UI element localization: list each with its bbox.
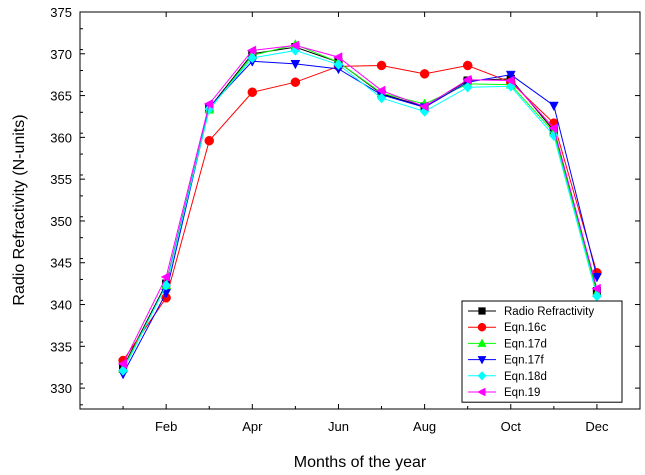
y-tick-label: 355 bbox=[50, 172, 72, 187]
data-point bbox=[333, 59, 344, 70]
data-point bbox=[548, 123, 558, 134]
data-point bbox=[376, 60, 387, 71]
x-axis-title: Months of the year bbox=[294, 454, 427, 471]
data-point bbox=[332, 52, 343, 63]
data-point bbox=[290, 77, 301, 87]
data-point bbox=[419, 69, 430, 79]
data-point bbox=[548, 101, 559, 112]
series-eqn-19 bbox=[117, 40, 601, 369]
y-tick-label: 375 bbox=[50, 5, 72, 20]
x-tick-label: Apr bbox=[242, 419, 263, 434]
data-point bbox=[290, 59, 301, 70]
legend-label: Eqn.17d bbox=[504, 338, 547, 350]
data-point bbox=[505, 75, 515, 86]
data-point bbox=[376, 92, 387, 104]
y-tick-label: 365 bbox=[50, 89, 72, 104]
x-tick-label: Dec bbox=[585, 419, 609, 434]
data-point bbox=[247, 87, 258, 97]
axis-ticks: 330 335 340 345 350 355 360 365 370 375 Feb Apr Jun A… bbox=[50, 5, 640, 434]
legend-item: Eqn.16c bbox=[468, 322, 546, 334]
y-tick-label: 370 bbox=[50, 47, 72, 62]
data-point bbox=[477, 322, 487, 332]
data-point bbox=[160, 272, 171, 282]
y-axis-title: Radio Refractivity (N-units) bbox=[11, 114, 28, 305]
data-point bbox=[462, 60, 473, 71]
data-point bbox=[478, 307, 486, 315]
legend-item: Radio Refractivity bbox=[468, 306, 594, 318]
data-point bbox=[246, 45, 257, 56]
legend-item: Eqn.17d bbox=[468, 338, 547, 350]
data-point bbox=[505, 70, 516, 81]
data-point bbox=[477, 356, 487, 365]
series-line bbox=[122, 44, 598, 365]
data-point bbox=[204, 135, 214, 146]
data-point bbox=[591, 283, 601, 294]
data-point bbox=[247, 52, 258, 64]
data-point bbox=[592, 273, 602, 283]
data-point bbox=[289, 40, 300, 51]
y-tick-label: 360 bbox=[50, 130, 72, 145]
series-line bbox=[122, 49, 598, 371]
legend-label: Eqn.17f bbox=[504, 355, 544, 367]
y-tick-label: 340 bbox=[50, 298, 72, 313]
data-point bbox=[462, 74, 472, 85]
legend-item: Eqn.17f bbox=[468, 355, 544, 367]
x-tick-label: Jun bbox=[328, 419, 349, 434]
legend-label: Radio Refractivity bbox=[504, 306, 594, 318]
series-layer bbox=[117, 39, 602, 380]
data-point bbox=[419, 101, 429, 112]
x-tick-label: Oct bbox=[501, 419, 522, 434]
data-point bbox=[118, 365, 128, 376]
y-tick-label: 330 bbox=[50, 381, 72, 396]
x-tick-label: Feb bbox=[155, 419, 177, 434]
data-point bbox=[477, 387, 486, 397]
legend-label: Eqn.16c bbox=[504, 322, 546, 334]
data-point bbox=[477, 371, 487, 381]
legend-label: Eqn.19 bbox=[504, 387, 540, 399]
y-tick-label: 345 bbox=[50, 256, 72, 271]
legend-label: Eqn.18d bbox=[504, 371, 547, 383]
legend-box bbox=[461, 300, 623, 403]
data-point bbox=[376, 85, 386, 96]
x-tick-label: Aug bbox=[413, 419, 436, 434]
y-tick-label: 335 bbox=[50, 339, 72, 354]
legend-item: Eqn.18d bbox=[468, 371, 547, 383]
legend-item: Eqn.19 bbox=[468, 387, 540, 399]
y-tick-label: 350 bbox=[50, 214, 72, 229]
data-point bbox=[117, 358, 127, 369]
legend: Radio Refractivity Eqn.16c Eqn.17d Eqn.17f E… bbox=[461, 300, 623, 403]
data-point bbox=[549, 130, 559, 142]
data-point bbox=[477, 338, 487, 347]
data-point bbox=[462, 81, 473, 93]
data-point bbox=[203, 99, 214, 109]
